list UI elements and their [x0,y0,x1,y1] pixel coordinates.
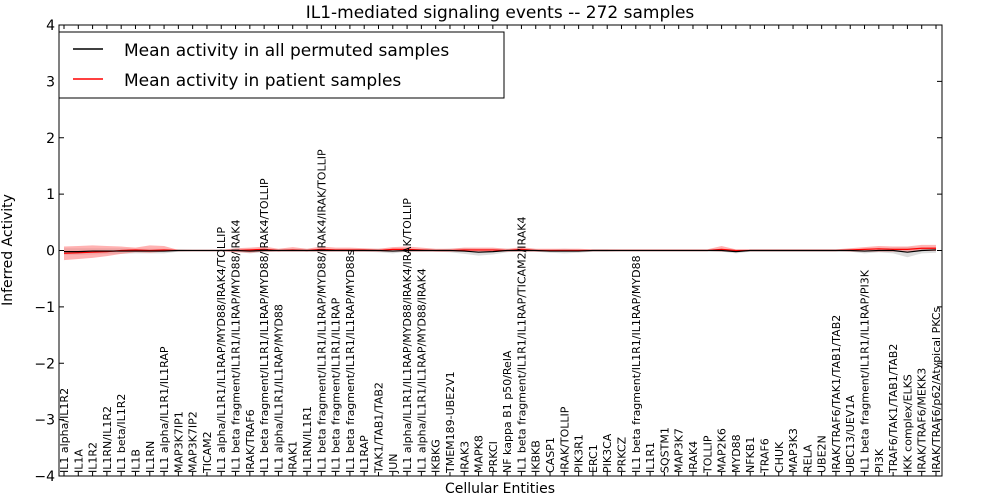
x-tick-label: IRAK1 [287,441,300,473]
x-tick-label: TAK1/TAB1/TAB2 [372,382,385,474]
x-axis: IL1 alpha/IL1R2 IL1A IL1R2 IL1RN/IL1R2 IL1 b… [58,25,943,476]
legend: Mean activity in all permuted samples Me… [58,31,505,99]
x-tick-label: SQSTM1 [658,427,671,473]
x-tick-label: IL1R1 [644,442,657,473]
x-tick-label: MAP3K7IP1 [172,411,185,473]
x-tick-label: MAPK8 [473,435,486,473]
x-tick-label: IRAK/TRAF6 [244,409,257,473]
x-tick-label: ERC1 [587,444,600,473]
x-tick-label: IL1RN [144,441,157,473]
x-tick-label: PRKCZ [616,436,629,473]
y-tick-label: 0 [46,244,55,260]
x-tick-label: TOLLIP [701,435,714,474]
x-tick-label: MAP3K3 [787,428,800,473]
y-tick-label: 1 [46,187,55,203]
legend-label-permuted: Mean activity in all permuted samples [124,41,449,61]
x-tick-label: IRAK4 [687,441,700,473]
x-tick-label: NF kappa B1 p50/RelA [501,350,514,473]
x-tick-label: IL1 beta fragment/IL1R1/IL1RAP/MYD88s [344,249,357,473]
band-patient [64,244,936,261]
x-tick-label: IL1 alpha/IL1R1/IL1RAP/MYD88/IRAK4 [415,268,428,473]
x-tick-label: IL1 alpha/IL1R2 [58,388,71,473]
x-tick-label: TICAM2 [201,431,214,474]
x-tick-label: IL1 alpha/IL1R1/IL1RAP/MYD88/IRAK4/IRAK/… [401,198,414,473]
x-tick-label: IL1 beta fragment/IL1R1/IL1RAP/MYD88 [630,255,643,473]
x-tick-label: IL1RAP [358,435,371,473]
x-tick-label: NFKB1 [744,437,757,473]
x-tick-label: IL1 beta fragment/IL1R1/IL1RAP/TICAM2/IR… [515,217,528,473]
x-tick-label: IL1RN/IL1R1 [301,406,314,473]
y-axis-label: Inferred Activity [0,194,16,306]
x-tick-label: TMEM189-UBE2V1 [444,371,457,474]
series-lines [63,247,937,254]
x-tick-label: IL1A [72,449,85,473]
x-tick-label: IL1 beta fragment/IL1R1/IL1RAP/MYD88/IRA… [258,178,271,473]
x-tick-label: CASP1 [544,437,557,473]
x-tick-label: RELA [801,444,814,473]
x-tick-label: PRKCI [487,441,500,473]
y-tick-label: 4 [46,18,55,34]
legend-label-patient: Mean activity in patient samples [124,71,401,91]
x-tick-label: IRAK/TRAF6/TAK1/TAB1/TAB2 [830,315,843,473]
x-tick-label: UBE2N [816,435,829,473]
x-tick-label: IL1 beta fragment/IL1R1/IL1RAP [330,297,343,473]
x-tick-label: IL1 alpha/IL1R1/IL1RAP [158,346,171,473]
x-tick-label: IRAK3 [458,441,471,473]
x-tick-label: PIK3CA [601,433,614,473]
x-tick-label: IL1RN/IL1R2 [101,406,114,473]
line-permuted [64,249,937,253]
x-tick-label: CHUK [773,441,786,473]
y-tick-label: −1 [34,300,55,316]
x-tick-label: IL1 alpha/IL1R1/IL1RAP/MYD88 [272,304,285,473]
y-tick-label: 2 [46,131,55,147]
x-tick-label: IKK complex/ELKS [901,374,914,473]
y-tick-label: −4 [34,469,55,485]
x-tick-label: IRAK/TRAF6/p62/Atypical PKCs [930,306,943,473]
x-tick-label: TRAF6/TAK1/TAB1/TAB2 [887,344,900,474]
x-tick-label: PI3K [873,448,886,473]
x-tick-label: IKBKB [530,440,543,473]
x-tick-label: UBC13/UEV1A [844,395,857,473]
x-tick-label: MAP3K7IP2 [187,411,200,473]
y-tick-label: 3 [46,74,55,90]
x-tick-label: IL1 alpha/IL1R1/IL1RAP/MYD88/IRAK4/TOLLI… [215,227,228,473]
x-tick-label: IKBKG [430,439,443,473]
chart-title: IL1-mediated signaling events -- 272 sam… [306,3,695,23]
x-tick-label: JUN [387,453,400,474]
y-axis: −4 −3 −2 −1 0 1 2 3 4 [34,18,942,485]
x-tick-label: PIK3R1 [573,434,586,473]
x-tick-label: IL1R2 [87,442,100,473]
x-tick-label: TRAF6 [758,438,771,474]
x-tick-label: IL1 beta/IL1R2 [115,394,128,473]
x-tick-label: IRAK/TOLLIP [558,406,571,473]
x-tick-label: IL1 beta fragment/IL1R1/IL1RAP/MYD88/IRA… [230,220,243,473]
x-tick-label: IL1 beta fragment/IL1R1/IL1RAP/MYD88/IRA… [315,149,328,473]
x-tick-label: MAP3K7 [673,428,686,473]
x-tick-label: MAP2K6 [716,428,729,473]
x-tick-label: IRAK/TRAF6/MEKK3 [916,368,929,473]
y-tick-label: −2 [34,356,55,372]
x-tick-label: MYD88 [730,434,743,473]
x-tick-label: IL1 beta fragment/IL1R1/IL1RAP/PI3K [859,269,872,473]
x-tick-label: IL1B [129,449,142,473]
legend-box [58,31,505,99]
x-axis-label: Cellular Entities [445,481,555,497]
y-tick-label: −3 [34,413,55,429]
